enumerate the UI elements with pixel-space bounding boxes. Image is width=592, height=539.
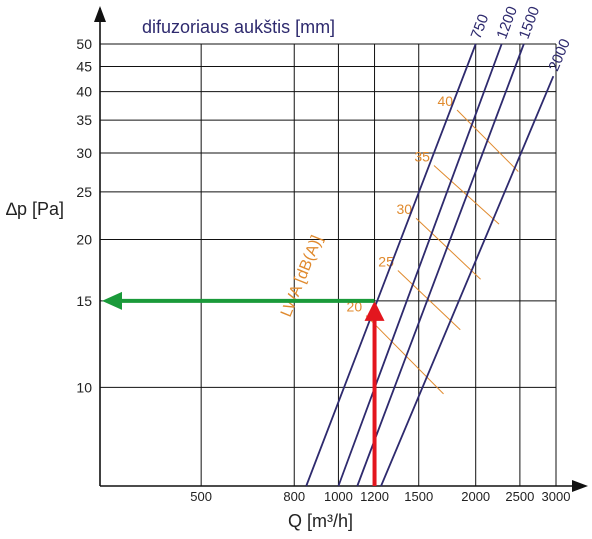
series-line-1200 xyxy=(337,43,503,487)
series-line-2000 xyxy=(380,75,555,487)
y-tick-label-15: 15 xyxy=(76,293,92,309)
x-tick-label-3000: 3000 xyxy=(542,489,571,504)
axes xyxy=(94,6,588,492)
series-line-1500 xyxy=(356,43,525,487)
x-tick-label-2500: 2500 xyxy=(505,489,534,504)
series-line-750 xyxy=(305,43,477,487)
sound-line-20 xyxy=(365,315,444,395)
x-tick-label-800: 800 xyxy=(283,489,305,504)
sound-line-30 xyxy=(415,217,481,280)
example-arrows xyxy=(102,291,385,486)
sound-label-40: 40 xyxy=(437,93,453,109)
sound-level-label: LWA [dB(A)] xyxy=(278,233,326,319)
dp-arrow-head xyxy=(102,291,122,310)
y-axis-arrowhead xyxy=(94,6,106,22)
y-axis-label: ∆p [Pa] xyxy=(6,199,64,219)
x-tick-label-2000: 2000 xyxy=(461,489,490,504)
y-tick-label-25: 25 xyxy=(76,184,92,200)
sound-label-30: 30 xyxy=(396,201,412,217)
y-tick-label-40: 40 xyxy=(76,84,92,100)
x-axis-label: Q [m³/h] xyxy=(288,511,353,531)
tick-labels: 500 800 1000 1200 1500 2000 2500 3000 10 15 20 25 30… xyxy=(76,36,570,504)
x-tick-label-1000: 1000 xyxy=(324,489,353,504)
y-tick-label-10: 10 xyxy=(76,379,92,395)
sound-line-25 xyxy=(397,270,461,331)
y-tick-label-45: 45 xyxy=(76,58,92,74)
sound-label-35: 35 xyxy=(414,148,430,164)
chart-title: difuzoriaus aukštis [mm] xyxy=(142,17,335,37)
series-label-2000: 2000 xyxy=(545,36,574,73)
x-tick-label-1200: 1200 xyxy=(360,489,389,504)
grid xyxy=(100,43,557,486)
y-tick-label-35: 35 xyxy=(76,112,92,128)
y-tick-label-20: 20 xyxy=(76,232,92,248)
y-tick-label-50: 50 xyxy=(76,36,92,52)
y-tick-label-30: 30 xyxy=(76,145,92,161)
q-arrow-head xyxy=(364,300,385,321)
series-label-750: 750 xyxy=(468,12,493,41)
x-tick-label-1500: 1500 xyxy=(404,489,433,504)
x-tick-label-500: 500 xyxy=(190,489,212,504)
x-axis-arrowhead xyxy=(572,480,588,492)
